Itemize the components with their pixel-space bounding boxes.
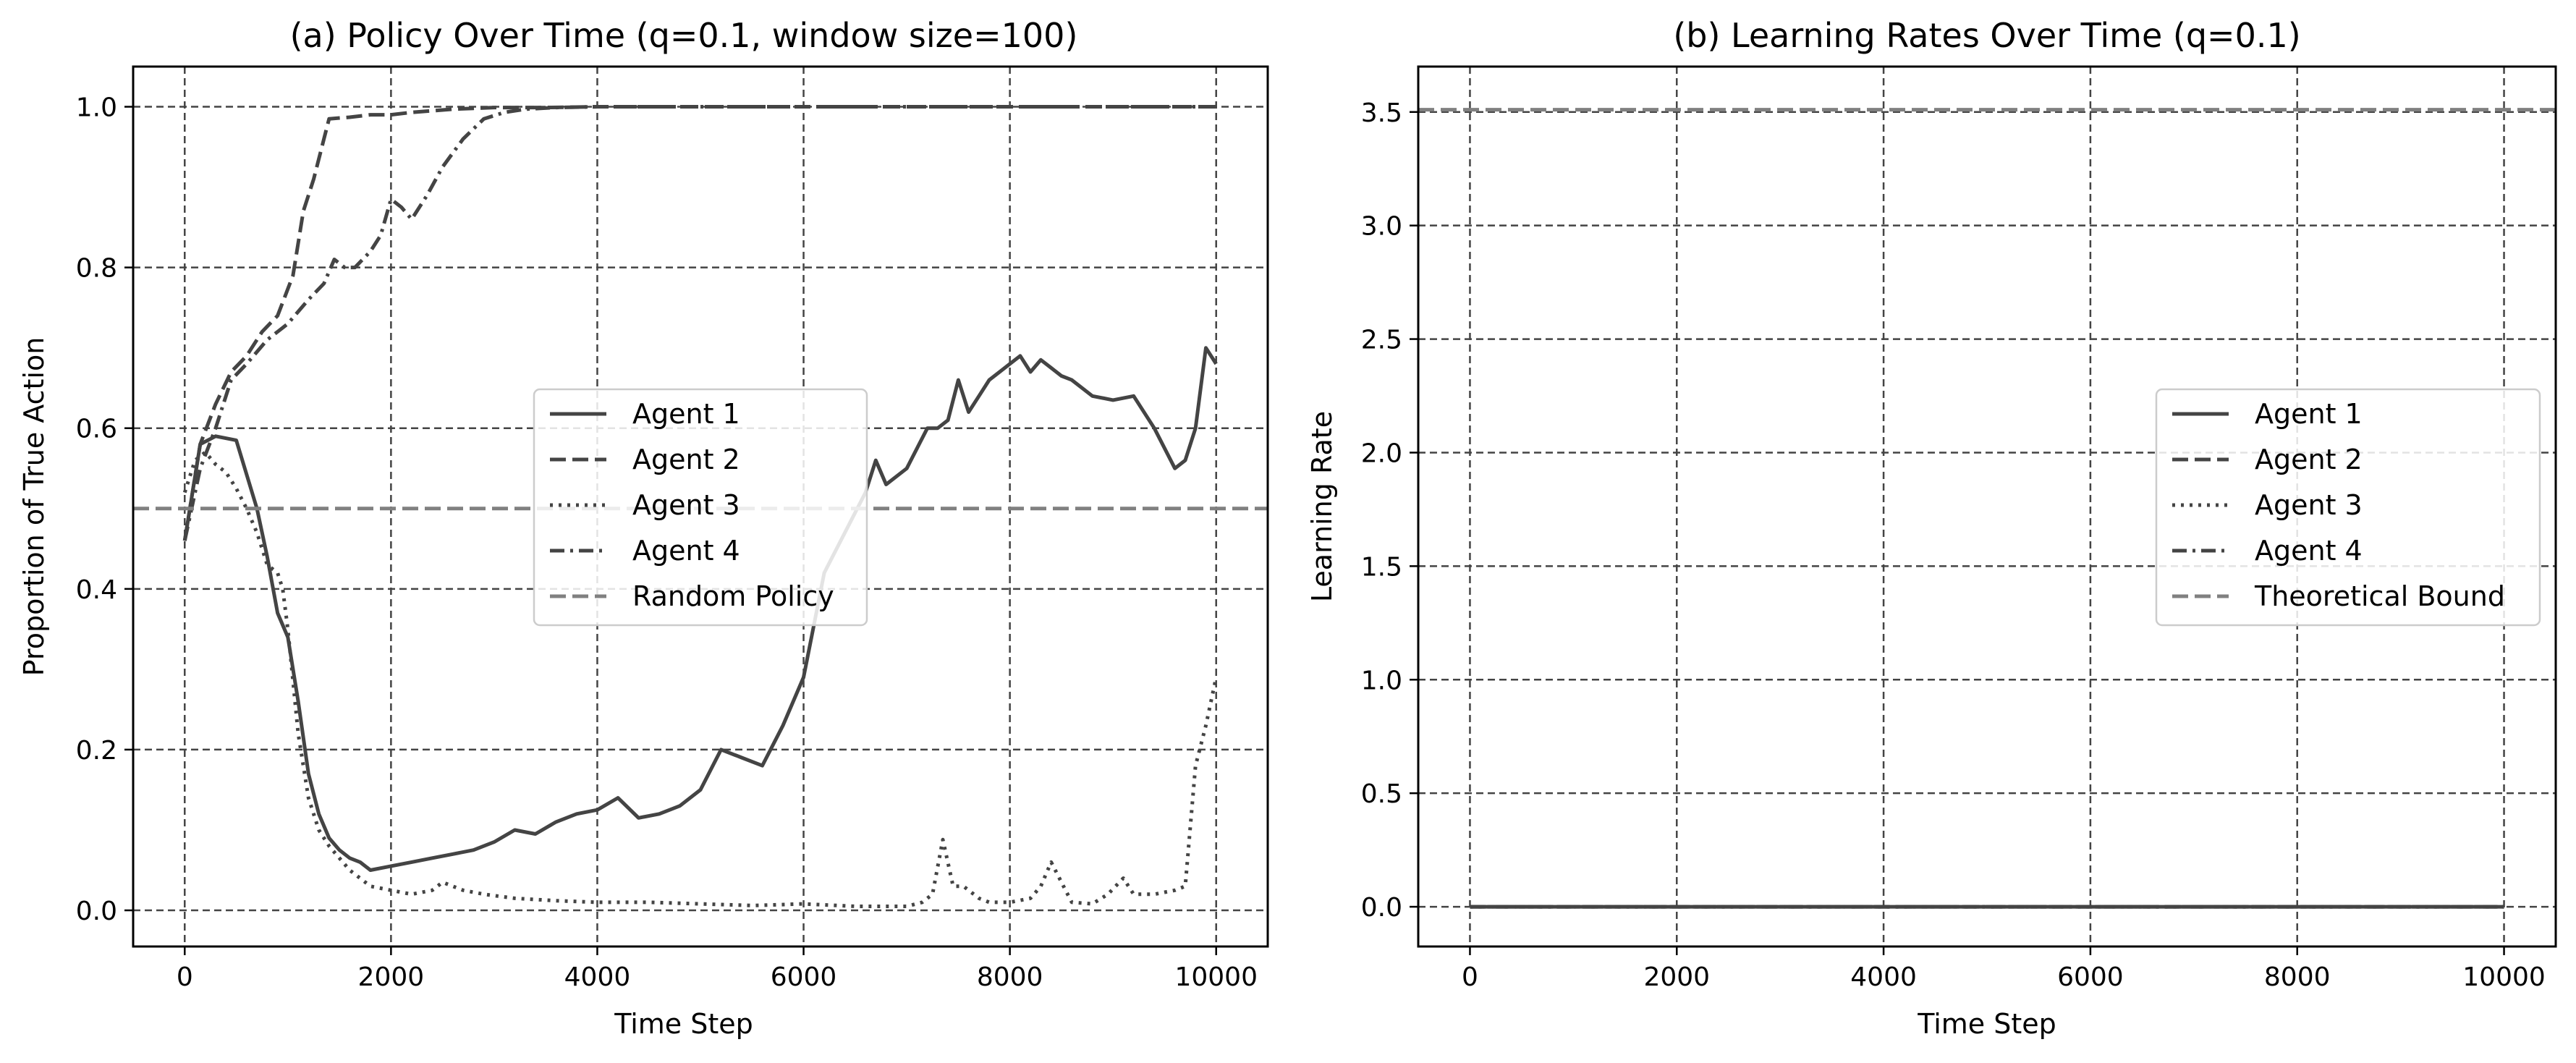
x-tick-label: 8000 (2264, 962, 2331, 992)
y-tick-label: 0.4 (76, 575, 117, 605)
x-tick-label: 6000 (771, 962, 837, 992)
legend-box (2155, 388, 2541, 627)
legend-label-agent-2: Agent 2 (632, 444, 740, 475)
learning-rate-chart: (b) Learning Rates Over Time (q=0.1) Tim… (1306, 16, 2557, 1040)
y-tick-label: 2.0 (1361, 439, 1402, 468)
y-tick-label: 0.5 (1361, 779, 1402, 809)
x-tick-label: 10000 (2462, 962, 2546, 992)
chart-a-y-ticks: 0.0 0.2 0.4 0.6 0.8 1.0 (76, 93, 133, 926)
chart-b-frame (1417, 65, 2557, 948)
series-agent-1 (182, 346, 1218, 872)
chart-b-ylabel: Learning Rate (1306, 411, 1338, 602)
legend-label-agent-1: Agent 1 (632, 398, 740, 430)
legend-label-agent-3: Agent 3 (2255, 489, 2363, 521)
chart-a-frame (132, 65, 1269, 948)
y-tick-label: 0.0 (76, 897, 117, 926)
y-tick-label: 0.0 (1361, 893, 1402, 923)
chart-a-ylabel: Proportion of True Action (18, 337, 50, 677)
chart-a-title: (a) Policy Over Time (q=0.1, window size… (290, 16, 1078, 55)
legend-label-agent-1: Agent 1 (2255, 398, 2363, 430)
y-tick-label: 0.2 (76, 736, 117, 766)
y-tick-label: 1.0 (1361, 666, 1402, 695)
x-tick-label: 2000 (358, 962, 425, 992)
x-tick-label: 0 (1462, 962, 1478, 992)
chart-a-legend: Agent 1 Agent 2 Agent 3 Agent 4 Random Polic… (533, 388, 868, 627)
x-tick-label: 4000 (564, 962, 631, 992)
y-tick-label: 0.8 (76, 254, 117, 284)
chart-b-title: (b) Learning Rates Over Time (q=0.1) (1673, 16, 2300, 55)
y-tick-label: 2.5 (1361, 326, 1402, 355)
x-tick-label: 6000 (2057, 962, 2124, 992)
legend-label-agent-2: Agent 2 (2255, 444, 2363, 475)
chart-b-xlabel: Time Step (1917, 1008, 2056, 1040)
y-tick-label: 1.0 (76, 93, 117, 123)
legend-label-theoretical-bound: Theoretical Bound (2254, 580, 2505, 612)
policy-chart: (a) Policy Over Time (q=0.1, window size… (18, 16, 1269, 1040)
legend-label-agent-4: Agent 4 (632, 535, 740, 567)
legend-label-agent-4: Agent 4 (2255, 535, 2363, 567)
legend-box (533, 388, 868, 627)
chart-b-legend: Agent 1 Agent 2 Agent 3 Agent 4 Theoretical … (2155, 388, 2541, 627)
y-tick-label: 3.0 (1361, 212, 1402, 242)
y-tick-label: 1.5 (1361, 552, 1402, 582)
chart-b-y-ticks: 0.0 0.5 1.0 1.5 2.0 2.5 3.0 3.5 (1361, 98, 1418, 923)
x-tick-label: 2000 (1643, 962, 1710, 992)
y-tick-label: 3.5 (1361, 98, 1402, 128)
chart-b-series (1418, 108, 2556, 909)
legend-label-agent-3: Agent 3 (632, 489, 740, 521)
x-tick-label: 0 (177, 962, 193, 992)
x-tick-label: 8000 (977, 962, 1043, 992)
chart-b-x-ticks: 0 2000 4000 6000 8000 10000 (1462, 946, 2546, 992)
x-tick-label: 10000 (1174, 962, 1258, 992)
series-agent-4 (182, 105, 1216, 541)
chart-a-x-ticks: 0 2000 4000 6000 8000 10000 (177, 946, 1258, 992)
x-tick-label: 4000 (1850, 962, 1917, 992)
chart-a-xlabel: Time Step (614, 1008, 753, 1040)
legend-label-random-policy: Random Policy (632, 580, 834, 612)
y-tick-label: 0.6 (76, 415, 117, 444)
